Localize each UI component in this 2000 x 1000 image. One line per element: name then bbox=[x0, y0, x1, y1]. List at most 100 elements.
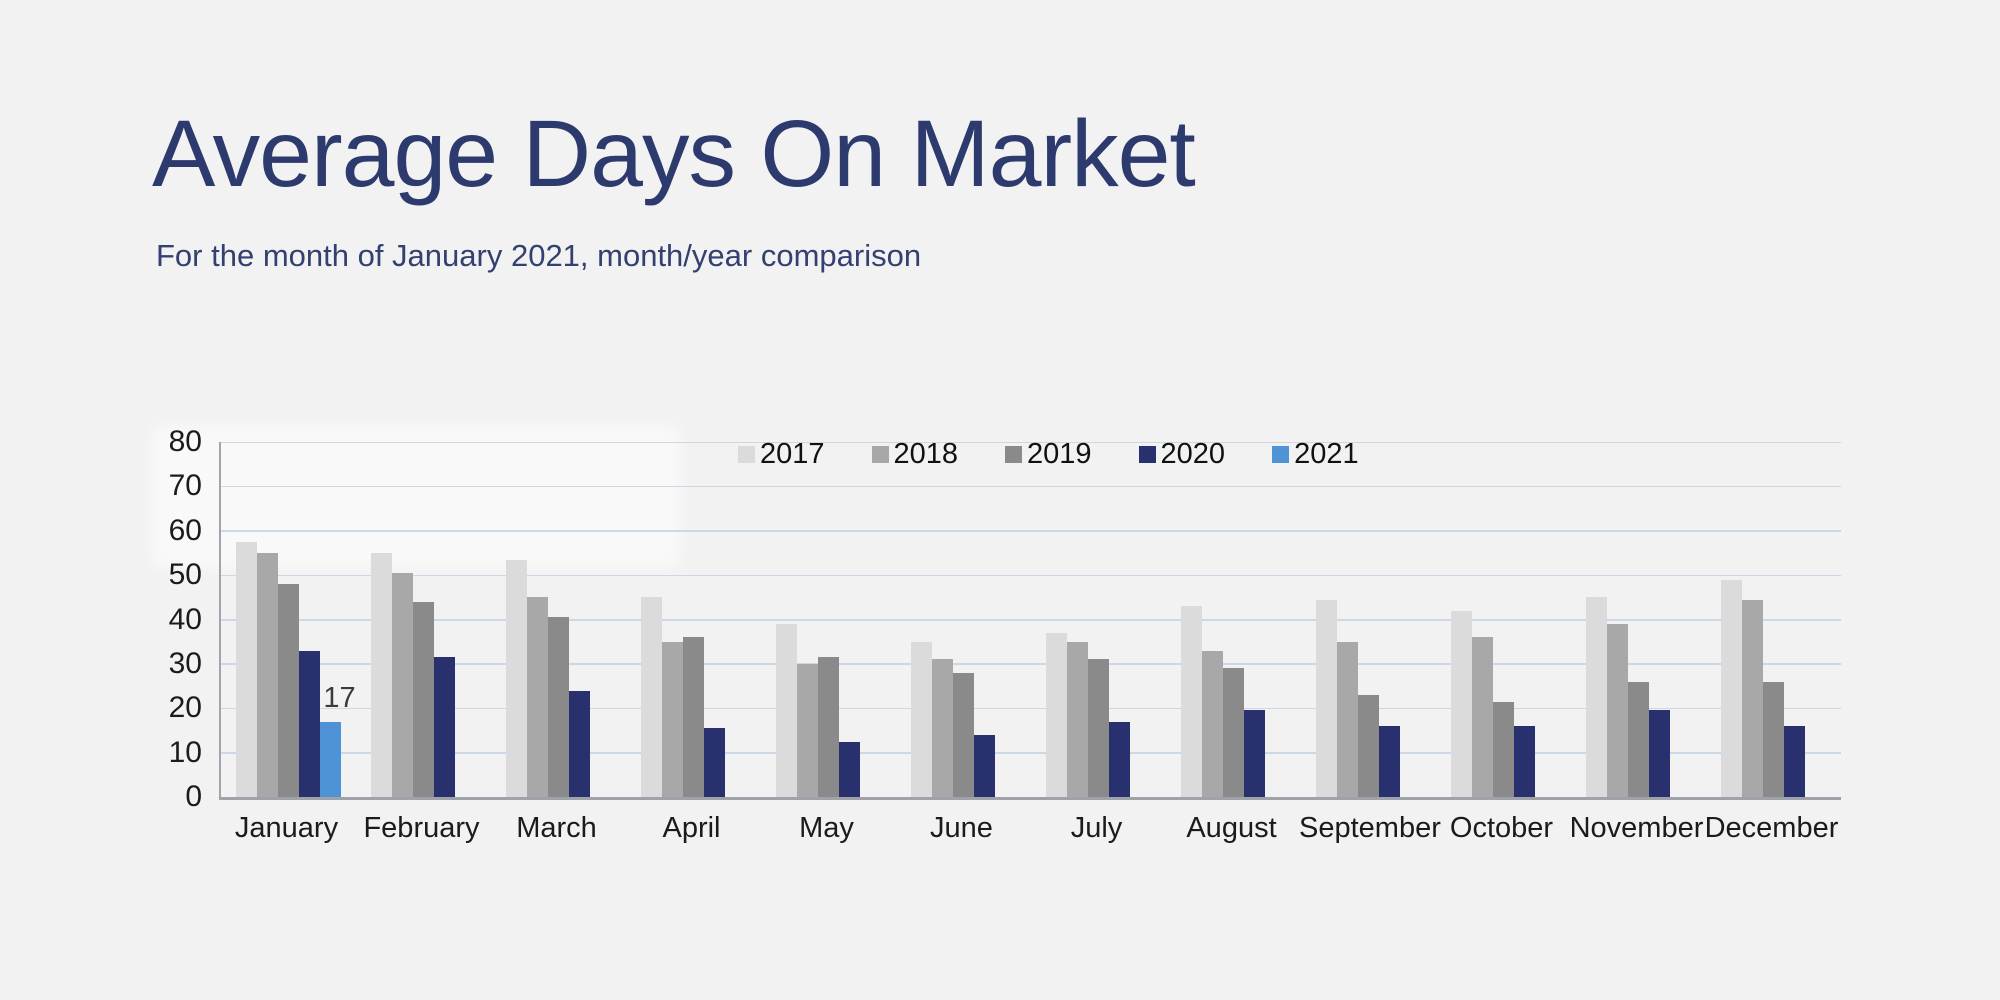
legend-swatch-2019 bbox=[1005, 446, 1023, 463]
gridline-60 bbox=[221, 530, 1841, 532]
gridline-50 bbox=[221, 574, 1841, 577]
plot-area: 17 bbox=[219, 441, 1841, 800]
bar-2019-october bbox=[1493, 701, 1514, 797]
legend-swatch-2018 bbox=[871, 446, 889, 463]
legend-item-2018: 2018 bbox=[871, 440, 958, 469]
legend-swatch-2020 bbox=[1138, 446, 1156, 463]
legend-item-2021: 2021 bbox=[1272, 440, 1359, 469]
x-axis-label-august: August bbox=[1186, 812, 1277, 844]
bar-group-november bbox=[1571, 442, 1706, 797]
bar-2020-february bbox=[434, 657, 455, 797]
bar-2017-july bbox=[1046, 632, 1067, 797]
bar-2017-january bbox=[236, 541, 257, 797]
bar-group-may bbox=[761, 442, 896, 797]
bar-2017-march bbox=[506, 559, 527, 797]
legend-item-2020: 2020 bbox=[1138, 438, 1226, 470]
bar-2017-april bbox=[641, 597, 662, 797]
bar-2018-february bbox=[392, 572, 413, 797]
bar-2017-may bbox=[776, 623, 797, 797]
bar-2020-august bbox=[1244, 710, 1265, 797]
bar-2020-may bbox=[839, 741, 860, 797]
legend-label-2017: 2017 bbox=[760, 438, 825, 470]
bar-2017-august bbox=[1181, 606, 1202, 797]
bar-2018-june bbox=[932, 659, 953, 797]
bar-2019-september bbox=[1358, 694, 1379, 797]
y-tick-label-40: 40 bbox=[168, 602, 202, 636]
bar-2019-july bbox=[1088, 659, 1109, 797]
x-axis-label-july: July bbox=[1070, 812, 1123, 844]
bar-2021-january bbox=[320, 721, 341, 797]
bar-2017-june bbox=[911, 641, 932, 797]
x-axis-label-march: March bbox=[516, 812, 597, 844]
bar-2018-december bbox=[1742, 599, 1763, 797]
bar-2017-december bbox=[1721, 579, 1742, 797]
data-label-2021-january: 17 bbox=[323, 681, 356, 714]
bar-2018-may bbox=[797, 663, 818, 797]
bar-2017-november bbox=[1586, 597, 1607, 797]
bar-2020-april bbox=[704, 728, 725, 797]
y-tick-label-80: 80 bbox=[168, 425, 202, 458]
bar-2020-september bbox=[1379, 726, 1400, 797]
y-tick-label-50: 50 bbox=[168, 558, 202, 592]
bar-2019-june bbox=[953, 672, 974, 797]
bar-2019-may bbox=[818, 657, 839, 797]
legend-item-2017: 2017 bbox=[738, 440, 825, 469]
legend-swatch-2017 bbox=[738, 446, 755, 463]
bar-2019-march bbox=[548, 617, 569, 797]
bar-group-january bbox=[221, 442, 356, 797]
bar-2020-october bbox=[1514, 726, 1535, 797]
bar-2020-january bbox=[299, 650, 320, 797]
bar-group-october bbox=[1436, 442, 1571, 797]
bar-2018-january bbox=[257, 552, 278, 797]
legend: 2017 2018 2019 2020 2021 bbox=[738, 440, 1359, 469]
x-axis-label-december: December bbox=[1704, 812, 1839, 844]
gridline-30 bbox=[221, 663, 1841, 665]
x-axis-label-september: September bbox=[1299, 812, 1441, 844]
bar-2017-october bbox=[1451, 610, 1472, 797]
x-axis-label-october: October bbox=[1449, 812, 1554, 844]
bar-2017-february bbox=[371, 552, 392, 797]
y-tick-label-10: 10 bbox=[168, 735, 202, 769]
bar-2020-june bbox=[974, 734, 995, 797]
bar-2018-september bbox=[1337, 641, 1358, 797]
y-tick-label-20: 20 bbox=[168, 691, 202, 725]
y-tick-label-0: 0 bbox=[185, 780, 202, 813]
legend-label-2021: 2021 bbox=[1294, 438, 1359, 470]
gridline-10 bbox=[221, 752, 1841, 754]
page-subtitle: For the month of January 2021, month/yea… bbox=[156, 238, 922, 273]
bar-2019-november bbox=[1628, 681, 1649, 797]
bar-2018-october bbox=[1472, 637, 1493, 797]
bar-group-july bbox=[1031, 442, 1166, 797]
gridline-40 bbox=[221, 619, 1841, 621]
legend-label-2020: 2020 bbox=[1160, 438, 1226, 470]
legend-swatch-2021 bbox=[1272, 446, 1290, 463]
x-axis-label-june: June bbox=[930, 812, 993, 844]
legend-item-2019: 2019 bbox=[1005, 440, 1092, 469]
bar-2019-february bbox=[413, 601, 434, 797]
bar-2018-march bbox=[527, 597, 548, 797]
bar-2020-december bbox=[1784, 726, 1805, 797]
bar-2017-september bbox=[1316, 599, 1337, 797]
page-title: Average Days On Market bbox=[152, 101, 1196, 207]
bar-2018-august bbox=[1202, 650, 1223, 797]
bar-2018-april bbox=[662, 641, 683, 797]
bar-2019-april bbox=[683, 637, 704, 797]
gridline-20 bbox=[221, 707, 1841, 710]
y-axis: 0 10 20 30 40 50 60 70 80 bbox=[118, 427, 202, 812]
bar-group-march bbox=[491, 442, 626, 797]
y-tick-label-70: 70 bbox=[168, 469, 202, 503]
bar-2019-august bbox=[1223, 668, 1244, 797]
bar-group-august bbox=[1166, 442, 1301, 797]
legend-label-2019: 2019 bbox=[1027, 438, 1092, 470]
bar-2018-november bbox=[1607, 623, 1628, 797]
bar-2020-july bbox=[1109, 721, 1130, 797]
bar-group-december bbox=[1706, 442, 1841, 797]
x-axis-label-november: November bbox=[1569, 812, 1704, 844]
bar-group-april bbox=[626, 442, 761, 797]
x-axis-label-february: February bbox=[363, 812, 480, 844]
gridline-70 bbox=[221, 485, 1841, 488]
x-axis-label-april: April bbox=[662, 812, 721, 844]
x-axis-label-january: January bbox=[234, 812, 339, 844]
